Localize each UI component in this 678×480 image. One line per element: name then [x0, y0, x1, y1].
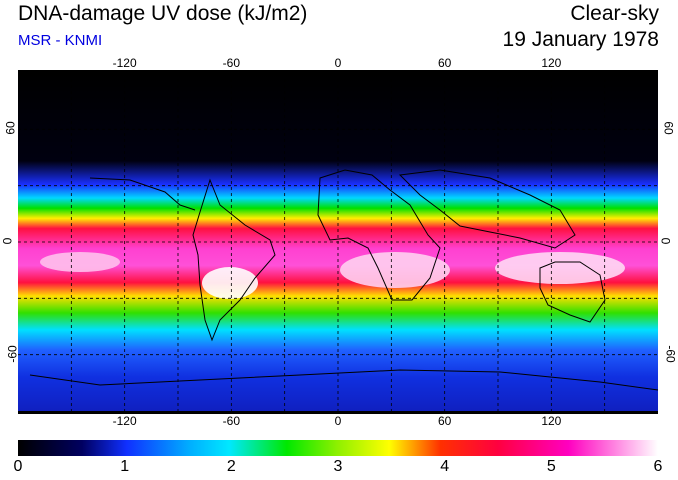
- bottom-lon-label: 60: [437, 414, 452, 428]
- right-lat-label: -60: [663, 344, 678, 363]
- colorbar-tick-label: 1: [120, 458, 130, 475]
- left-lat-label: 60: [3, 121, 18, 136]
- bottom-lon-label: -60: [222, 414, 240, 428]
- top-lon-label: -60: [222, 56, 240, 70]
- high-dose-regions: [40, 252, 625, 299]
- source-label: MSR - KNMI: [18, 32, 103, 49]
- colorbar-tick-label: 6: [653, 458, 663, 475]
- left-lat-label: -60: [5, 344, 20, 363]
- colorbar: [18, 440, 658, 456]
- top-lon-label: 120: [541, 56, 562, 70]
- bottom-lon-label: 0: [334, 414, 342, 428]
- bottom-lon-label: -120: [112, 414, 137, 428]
- top-lon-label: -120: [112, 56, 137, 70]
- colorbar-tick-label: 3: [333, 458, 343, 475]
- right-lat-label: 60: [661, 121, 676, 136]
- colorbar-tick-label: 2: [226, 458, 236, 475]
- colorbar-tick-label: 4: [440, 458, 450, 475]
- colorbar-tick-label: 5: [546, 458, 556, 475]
- bottom-lon-label: 120: [541, 414, 562, 428]
- coastlines: [29, 169, 659, 391]
- top-lon-label: 0: [334, 56, 342, 70]
- sky-condition-label: Clear-sky: [570, 2, 659, 25]
- map-title: DNA-damage UV dose (kJ/m2): [18, 2, 308, 25]
- date-label: 19 January 1978: [502, 28, 659, 51]
- top-lon-label: 60: [437, 56, 452, 70]
- graticule: [18, 73, 658, 411]
- right-lat-label: 0: [658, 237, 673, 245]
- left-lat-label: 0: [0, 237, 15, 245]
- colorbar-tick-label: 0: [13, 458, 23, 475]
